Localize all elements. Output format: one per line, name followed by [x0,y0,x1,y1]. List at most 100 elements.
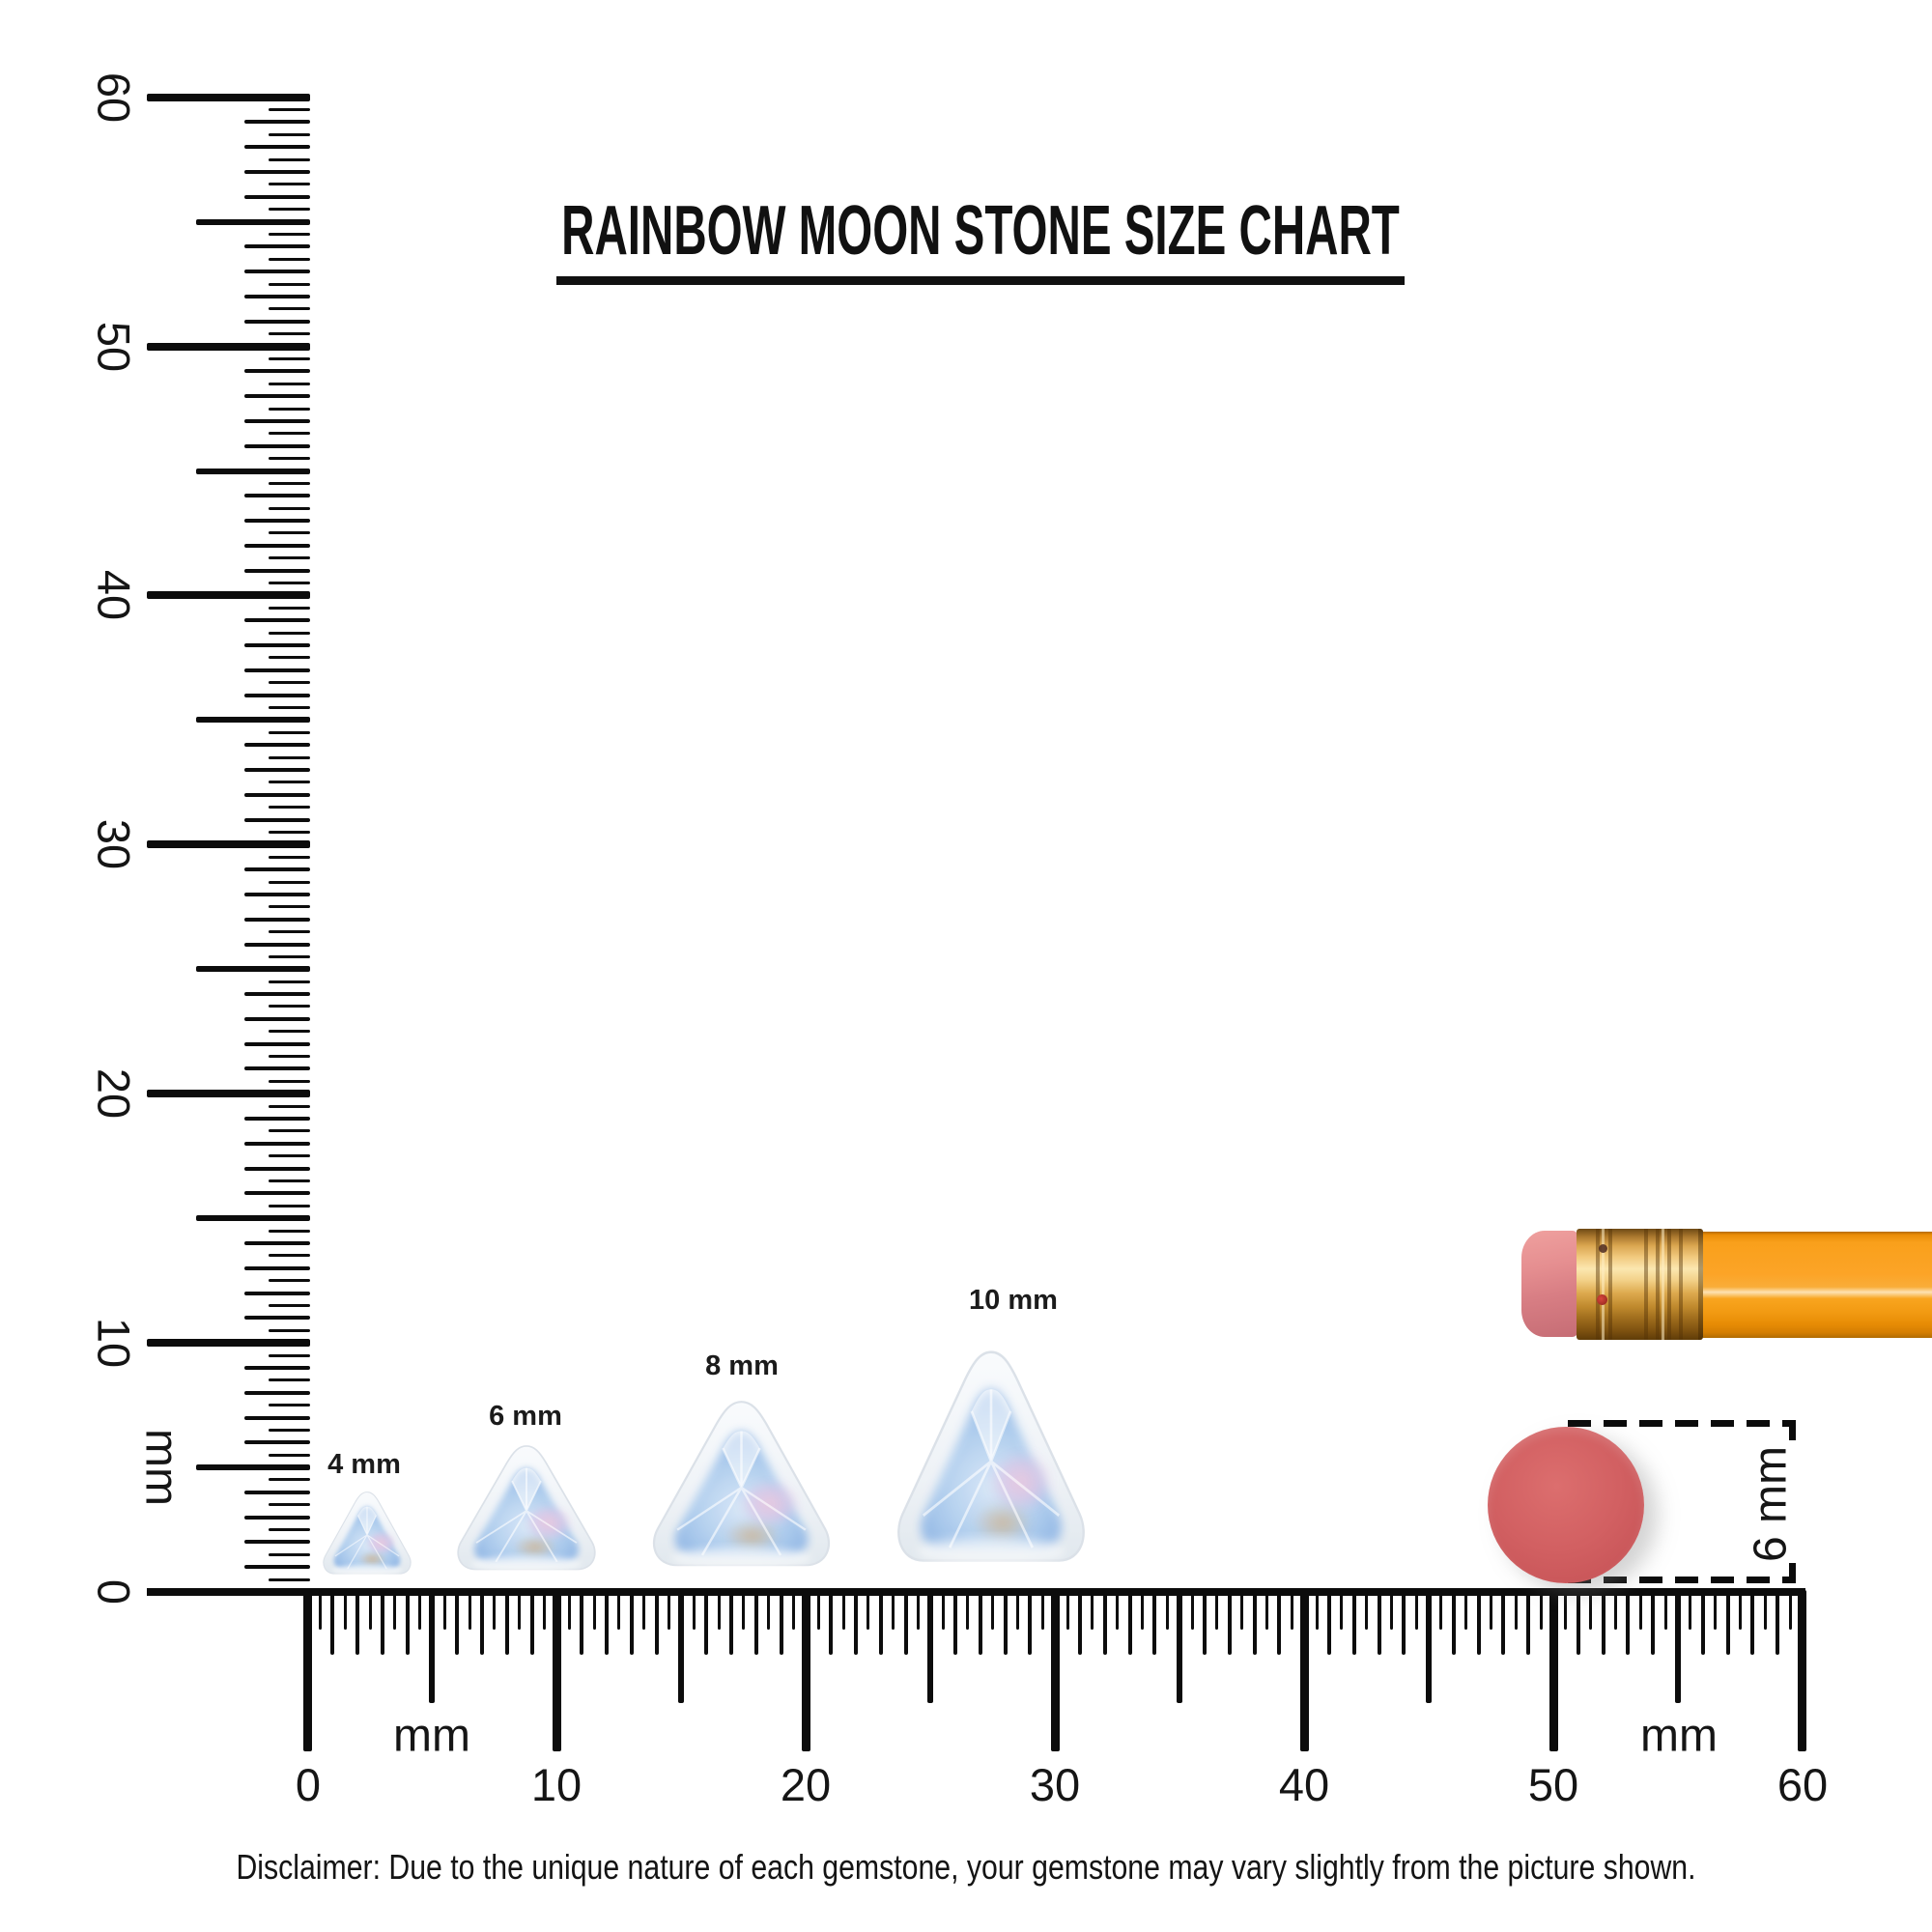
v-ruler-tick [269,582,310,584]
h-ruler-tick [368,1590,372,1630]
h-ruler-tick [1414,1590,1418,1630]
h-ruler-tick [1202,1590,1207,1655]
h-ruler-tick [867,1590,870,1630]
v-ruler-tick [269,954,310,958]
h-ruler-tick [816,1590,820,1630]
h-ruler-tick [1763,1590,1767,1630]
v-ruler-tick [269,706,310,709]
h-ruler-tick [1564,1590,1568,1630]
v-ruler-tick [269,1005,310,1009]
moonstone-gem-graphic [457,1445,596,1573]
v-ruler-tick [269,755,310,759]
h-ruler-tick [1116,1590,1120,1630]
gem-10mm [876,1346,1106,1582]
v-ruler-tick [196,218,310,225]
h-ruler-tick [704,1590,709,1655]
h-ruler-tick [1464,1590,1468,1630]
v-ruler-tick [269,1378,310,1382]
h-ruler-tick [678,1590,685,1703]
v-ruler-tick [244,767,310,772]
h-ruler-label: 20 [780,1759,832,1810]
v-ruler-tick [269,1428,310,1432]
v-ruler-tick [147,93,310,101]
v-ruler-tick [244,1390,310,1395]
h-ruler-tick [1501,1590,1506,1655]
v-ruler-tick [147,840,310,849]
h-ruler-tick [1738,1590,1742,1630]
v-ruler-tick [269,1229,310,1233]
v-ruler-label: 50 [88,321,140,373]
h-ruler-tick [1626,1590,1631,1655]
v-ruler-tick [269,855,310,859]
h-ruler-tick [1614,1590,1617,1630]
v-ruler-tick [269,531,310,535]
title-underline [556,276,1405,285]
v-ruler-tick [269,1404,310,1407]
h-ruler-tick [380,1590,384,1655]
h-ruler-label: 50 [1527,1759,1579,1810]
v-ruler-label: 40 [88,569,140,621]
eraser-top-view-circle [1488,1427,1644,1583]
h-ruler-tick [1514,1590,1518,1630]
h-ruler-tick [1351,1590,1356,1655]
v-ruler-tick [244,1540,310,1545]
h-ruler-tick [1152,1590,1157,1655]
v-ruler-tick [244,170,310,174]
v-ruler-tick [269,556,310,560]
pencil [1521,1229,1932,1340]
v-ruler-tick [147,1339,310,1348]
h-ruler-tick [853,1590,858,1655]
h-ruler-tick [1102,1590,1107,1655]
measure-dash-top [1568,1420,1796,1427]
v-ruler-tick [269,806,310,810]
h-ruler-tick [642,1590,646,1630]
moonstone-gem-graphic [323,1492,412,1577]
h-ruler-tick [1040,1590,1044,1630]
v-ruler-tick [244,244,310,249]
h-ruler-tick [1689,1590,1692,1630]
h-ruler-tick [742,1590,746,1630]
v-ruler-tick [244,942,310,947]
ferrule-rivet-dot [1597,1294,1607,1305]
h-ruler-tick [1750,1590,1755,1655]
h-ruler-tick [1299,1590,1309,1751]
v-ruler-tick [269,1154,310,1158]
gem-size-label: 4 mm [327,1449,401,1480]
h-ruler-tick [405,1590,410,1655]
v-ruler-tick [244,917,310,922]
v-ruler-tick [244,519,310,523]
h-ruler-tick [1377,1590,1381,1655]
v-ruler-tick [244,1265,310,1270]
h-ruler-tick [991,1590,995,1630]
h-ruler-tick [605,1590,609,1655]
v-ruler-tick [269,506,310,510]
v-ruler-tick [244,817,310,822]
v-ruler-tick [244,418,310,423]
v-ruler-tick [269,930,310,934]
h-ruler-label: 0 [295,1759,322,1810]
v-ruler-tick [244,394,310,399]
v-ruler-tick [269,830,310,834]
v-ruler-tick [147,342,310,351]
v-ruler-tick [269,781,310,784]
v-ruler-tick [269,681,310,685]
h-ruler-tick [1078,1590,1082,1655]
eraser-size-label: 6 mm [1745,1446,1797,1562]
h-ruler-tick [480,1590,484,1655]
h-ruler-tick [330,1590,335,1655]
moonstone-gem-graphic [897,1350,1085,1566]
h-ruler-tick [1215,1590,1219,1630]
h-ruler-tick [1776,1590,1780,1655]
h-ruler-tick [468,1590,471,1630]
v-ruler-tick [244,568,310,573]
ferrule-crimp-highlight [1602,1229,1605,1340]
h-ruler-tick [1576,1590,1580,1655]
v-ruler-tick [244,145,310,150]
h-ruler-tick [1539,1590,1543,1630]
v-ruler-label: 30 [88,818,140,870]
v-ruler-tick [147,1090,310,1098]
v-ruler-tick [269,157,310,161]
h-ruler-tick [1439,1590,1443,1630]
h-ruler-tick [717,1590,721,1630]
v-ruler-tick [269,1279,310,1283]
